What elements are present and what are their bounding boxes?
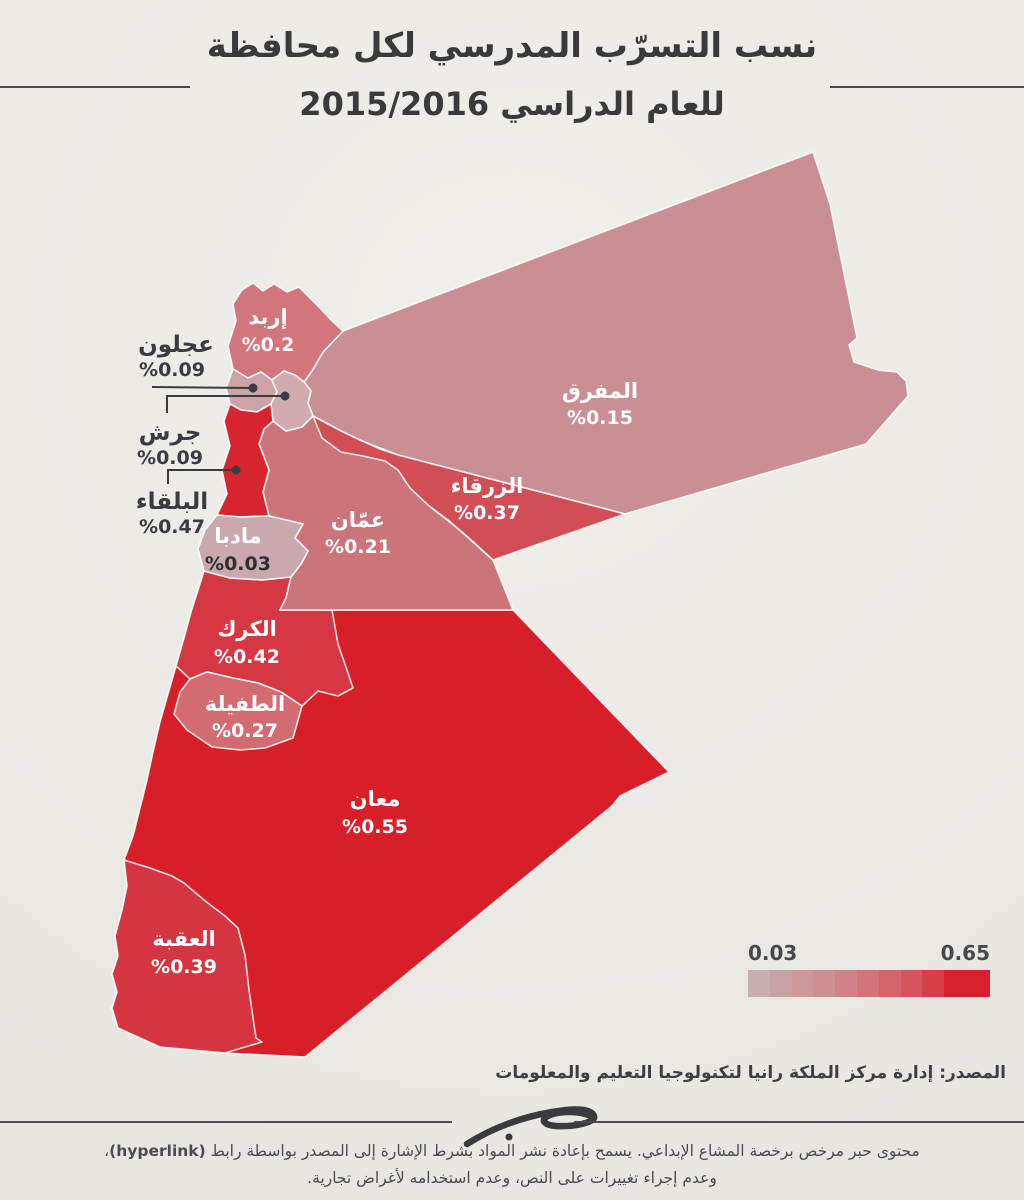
title-rule-right bbox=[830, 86, 1024, 88]
title-rule-left bbox=[0, 86, 190, 88]
legend-segment bbox=[922, 970, 945, 997]
legend-segment bbox=[813, 970, 836, 997]
label-jerash-name: جرش bbox=[139, 420, 202, 446]
license-line-2: وعدم إجراء تغييرات على النص، وعدم استخدا… bbox=[307, 1169, 717, 1188]
legend-segment bbox=[878, 970, 901, 997]
region-irbid bbox=[227, 282, 344, 383]
logo-rule-right bbox=[574, 1121, 1024, 1123]
region-tafilah bbox=[173, 671, 303, 751]
title-block: نسب التسرّب المدرسي لكل محافظة للعام الد… bbox=[0, 26, 1024, 123]
label-balqa-value: %0.47 bbox=[139, 516, 205, 538]
hyperlink-word: (hyperlink) bbox=[109, 1142, 206, 1160]
label-madaba-name: مادبا bbox=[214, 524, 261, 548]
label-amman-name: عمّان bbox=[331, 508, 385, 532]
title-line-1: نسب التسرّب المدرسي لكل محافظة bbox=[206, 26, 818, 66]
label-zarqa-value: %0.37 bbox=[454, 502, 520, 524]
leader-balqa bbox=[167, 465, 241, 484]
legend-segment bbox=[769, 970, 792, 997]
legend-segment bbox=[944, 970, 990, 997]
region-balqa bbox=[216, 403, 274, 518]
region-zarqa bbox=[312, 415, 626, 561]
label-jerash-value: %0.09 bbox=[137, 447, 203, 469]
label-madaba-value: %0.03 bbox=[205, 553, 271, 575]
region-madaba bbox=[197, 514, 309, 581]
label-mafraq-value: %0.15 bbox=[567, 407, 633, 429]
label-maan-name: معان bbox=[350, 787, 401, 811]
leader-jerash bbox=[166, 391, 290, 413]
color-legend: 0.03 0.65 bbox=[748, 941, 990, 997]
label-ajloun-name: عجلون bbox=[138, 332, 214, 358]
label-aqaba-value: %0.39 bbox=[151, 956, 217, 978]
legend-segment bbox=[791, 970, 814, 997]
title-line-2: للعام الدراسي 2015/2016 bbox=[299, 84, 725, 123]
label-mafraq-name: المفرق bbox=[562, 379, 638, 403]
region-aqaba bbox=[111, 859, 263, 1054]
label-balqa-name: البلقاء bbox=[136, 489, 208, 515]
legend-min: 0.03 bbox=[748, 941, 798, 965]
legend-segment bbox=[835, 970, 857, 997]
source-credit: المصدر: إدارة مركز الملكة رانيا لتكنولوج… bbox=[495, 1063, 1006, 1083]
label-amman-value: %0.21 bbox=[325, 536, 391, 558]
label-karak-name: الكرك bbox=[217, 617, 277, 641]
label-zarqa-name: الزرقاء bbox=[451, 474, 524, 498]
label-tafilah-value: %0.27 bbox=[212, 720, 278, 742]
legend-color-bar bbox=[748, 970, 990, 997]
label-ajloun-value: %0.09 bbox=[139, 359, 205, 381]
legend-max: 0.65 bbox=[940, 941, 990, 965]
legend-segment bbox=[900, 970, 923, 997]
legend-segment bbox=[748, 970, 770, 997]
label-tafilah-name: الطفيلة bbox=[205, 692, 286, 716]
label-maan-value: %0.55 bbox=[342, 816, 408, 838]
license-line-1: محتوى حبر مرخص برخصة المشاع الإبداعي. يس… bbox=[104, 1142, 920, 1160]
label-karak-value: %0.42 bbox=[214, 646, 280, 668]
label-irbid-value: %0.2 bbox=[242, 334, 295, 356]
leader-ajloun bbox=[151, 383, 258, 393]
label-aqaba-name: العقبة bbox=[152, 927, 215, 951]
legend-segment bbox=[856, 970, 879, 997]
label-irbid-name: إربد bbox=[248, 305, 287, 329]
logo-rule-left bbox=[0, 1121, 452, 1123]
license-footer: محتوى حبر مرخص برخصة المشاع الإبداعي. يس… bbox=[0, 1138, 1024, 1192]
